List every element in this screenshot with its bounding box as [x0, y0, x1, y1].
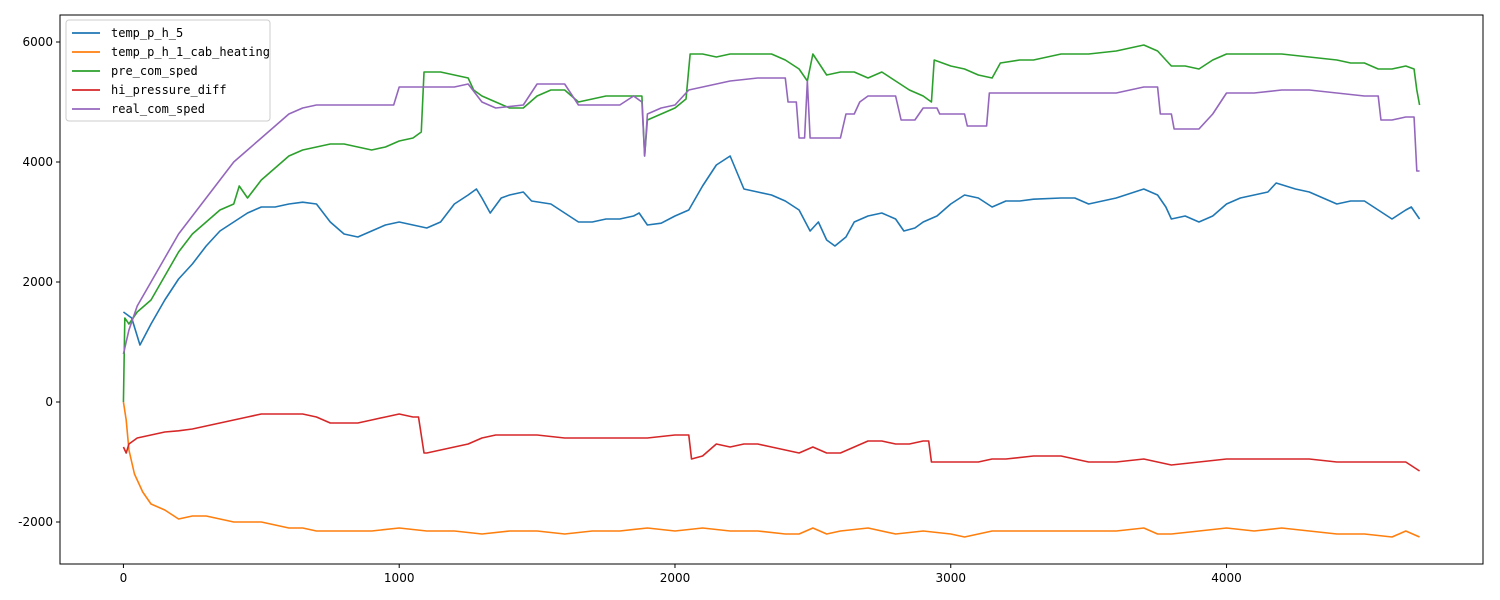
series-line-temp-p-h-1-cab-heating: [122, 401, 1420, 538]
x-axis: 0 1000 2000 3000 4000: [120, 564, 1242, 585]
legend-label: pre_com_sped: [111, 64, 198, 78]
legend-label: temp_p_h_1_cab_heating: [111, 45, 270, 59]
x-tick-label: 3000: [935, 571, 966, 585]
y-tick-label: 0: [45, 395, 53, 409]
plot-series: [122, 44, 1421, 538]
y-tick-label: 2000: [22, 275, 53, 289]
series-line-real-com-sped: [122, 77, 1420, 355]
y-axis: -2000 0 2000 4000 6000: [18, 35, 60, 529]
legend-label: real_com_sped: [111, 102, 205, 116]
legend-box: [65, 19, 271, 122]
x-tick-label: 1000: [384, 571, 415, 585]
legend: temp_p_h_5 temp_p_h_1_cab_heating pre_com_…: [65, 19, 271, 122]
series-line-hi-pressure-diff: [122, 413, 1421, 472]
legend-label: hi_pressure_diff: [111, 83, 227, 97]
plot-frame: [59, 14, 1484, 565]
series-line-pre-com-sped: [122, 44, 1421, 403]
y-tick-label: -2000: [18, 515, 53, 529]
legend-label: temp_p_h_5: [111, 26, 183, 40]
x-tick-label: 2000: [660, 571, 691, 585]
series-line-temp-p-h-5: [122, 155, 1421, 346]
x-tick-label: 0: [120, 571, 128, 585]
y-tick-label: 4000: [22, 155, 53, 169]
y-tick-label: 6000: [22, 35, 53, 49]
x-tick-label: 4000: [1211, 571, 1242, 585]
